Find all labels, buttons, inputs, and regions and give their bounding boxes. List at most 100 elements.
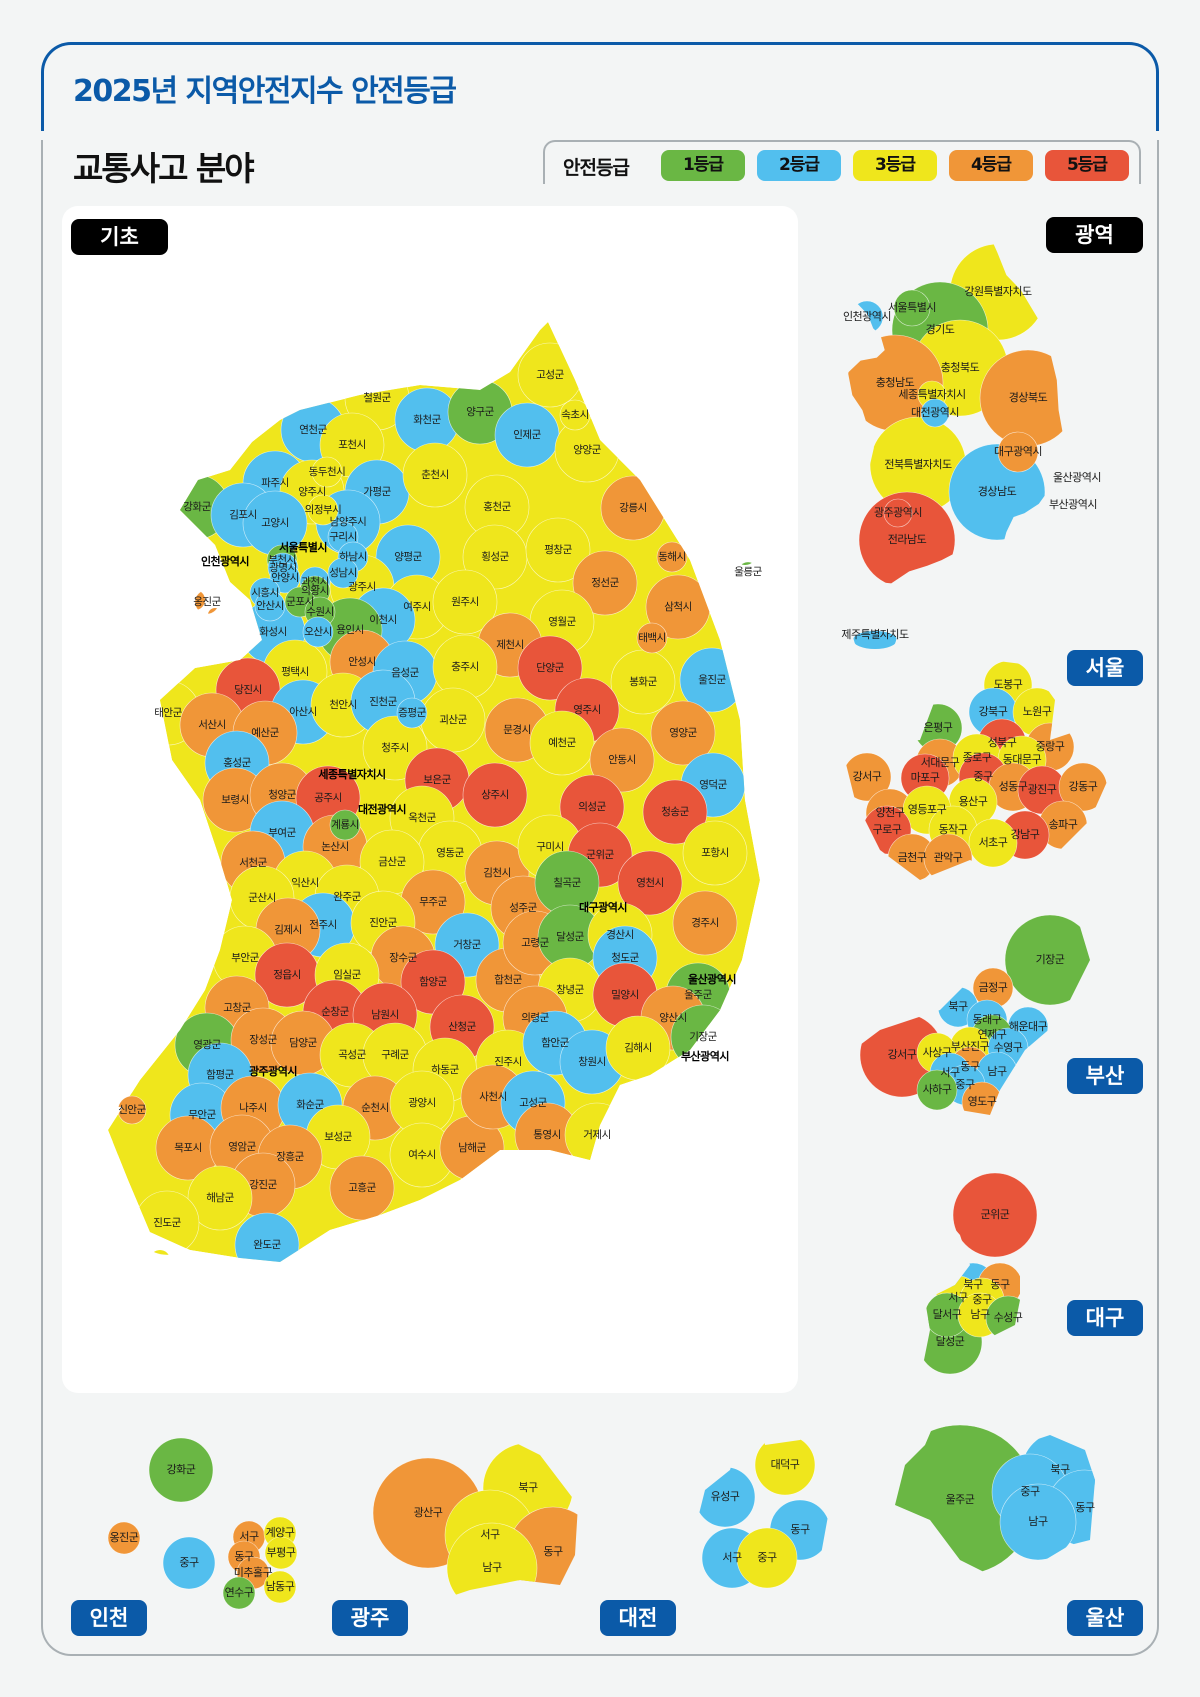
region-gicho-영천시 (617, 850, 683, 916)
region-label: 동두천시 (309, 466, 346, 478)
region-gicho-동두천시 (311, 456, 343, 488)
region-label: 달성군 (556, 931, 584, 943)
region-label: 대덕구 (771, 1458, 800, 1471)
region-label: 북구 (518, 1481, 538, 1494)
region-gicho-안산시 (254, 590, 286, 622)
region-label: 논산시 (321, 841, 348, 853)
region-label: 목포시 (174, 1142, 201, 1154)
region-label: 부평구 (267, 1546, 296, 1559)
region-label: 나주시 (239, 1102, 266, 1114)
region-label: 홍성군 (223, 756, 251, 769)
region-label: 보령시 (221, 794, 248, 806)
region-label: 광주광역시 (874, 506, 922, 519)
region-label: 진도군 (153, 1217, 181, 1229)
region-label: 신안군 (118, 1104, 146, 1116)
region-label: 당진시 (234, 684, 261, 696)
region-label: 동구 (960, 1060, 980, 1073)
region-label: 구리시 (329, 531, 356, 543)
region-busan-기장군 (1004, 914, 1090, 1006)
region-label: 창녕군 (556, 984, 584, 996)
metro-city-label: 서울특별시 (279, 540, 327, 554)
region-label: 하동군 (431, 1063, 459, 1076)
region-label: 태안군 (154, 707, 182, 719)
region-label: 보은군 (423, 774, 451, 786)
region-label: 산청군 (448, 1021, 476, 1033)
region-gicho-의정부시 (307, 494, 339, 526)
region-label: 울릉군 (734, 566, 762, 578)
region-label: 서구 (239, 1530, 259, 1543)
region-label: 가평군 (363, 486, 391, 498)
region-label: 화순군 (296, 1099, 324, 1111)
region-label: 울진군 (698, 674, 726, 686)
region-label: 영등포구 (908, 803, 947, 816)
region-gicho-평창군 (525, 517, 591, 583)
region-gwangyeok-광주광역시 (883, 498, 913, 528)
gicho-map (108, 322, 760, 1278)
region-label: 전주시 (309, 919, 336, 931)
region-gicho-정선군 (572, 550, 638, 616)
legend-title: 안전등급 (563, 157, 630, 179)
region-label: 안산시 (256, 600, 283, 612)
region-label: 성주군 (509, 902, 537, 914)
region-label: 경상남도 (978, 485, 1017, 498)
region-label: 옹진군 (110, 1531, 139, 1544)
region-label: 장수군 (389, 952, 417, 964)
region-label: 중랑구 (1036, 740, 1065, 753)
region-label: 마포구 (911, 771, 940, 784)
region-seoul-강서구 (845, 752, 892, 802)
region-label: 사천시 (479, 1091, 506, 1103)
region-label: 영도구 (968, 1095, 997, 1108)
region-label: 춘천시 (421, 469, 448, 481)
region-label: 공주시 (314, 792, 341, 804)
region-daejeon-중구 (736, 1527, 798, 1589)
region-label: 경산시 (606, 928, 633, 941)
region-label: 안양시 (271, 572, 298, 584)
tag-daejeon: 대전 (600, 1600, 676, 1636)
region-label: 문경시 (503, 723, 530, 736)
region-label: 서초구 (979, 836, 1008, 849)
region-label: 기장군 (1036, 953, 1065, 966)
region-label: 장성군 (249, 1034, 277, 1046)
section-title: 교통사고 분야 (73, 149, 255, 188)
region-label: 김포시 (229, 509, 256, 521)
region-label: 강서구 (853, 770, 882, 783)
region-label: 평창군 (544, 544, 572, 556)
region-gicho-청송군 (642, 779, 708, 845)
region-gicho-예천군 (529, 710, 595, 776)
region-label: 안동시 (608, 754, 635, 766)
region-label: 상주시 (481, 789, 508, 801)
region-gicho-춘천시 (402, 442, 468, 508)
region-label: 금정구 (979, 981, 1008, 994)
region-label: 관악구 (934, 851, 963, 864)
region-label: 연수구 (225, 1586, 254, 1599)
region-label: 중구 (757, 1551, 777, 1564)
region-label: 성동구 (999, 780, 1028, 793)
region-label: 금천구 (898, 850, 927, 864)
region-ulsan-남구 (999, 1483, 1077, 1561)
region-label: 달성군 (936, 1335, 965, 1348)
region-label: 청도군 (611, 952, 639, 964)
region-label: 포천시 (338, 439, 365, 451)
region-label: 고성군 (519, 1097, 547, 1109)
tag-daegu: 대구 (1067, 1300, 1143, 1336)
region-label: 화성시 (259, 626, 286, 638)
region-label: 해운대구 (1009, 1019, 1048, 1033)
region-label: 서구 (480, 1528, 500, 1541)
region-label: 포항시 (701, 847, 728, 859)
region-label: 강서구 (888, 1048, 917, 1061)
region-incheon-중구 (162, 1536, 216, 1590)
region-label: 도봉구 (994, 678, 1023, 691)
region-label: 구례군 (381, 1049, 409, 1061)
region-label: 괴산군 (439, 714, 467, 726)
region-label: 광진구 (1028, 783, 1057, 796)
region-label: 부여군 (268, 827, 296, 839)
region-label: 경주시 (691, 916, 718, 929)
legend-grade-5: 5등급 (1045, 150, 1129, 181)
region-label: 경기도 (926, 323, 955, 336)
region-label: 북구 (963, 1278, 983, 1291)
region-incheon-강화군 (148, 1437, 214, 1503)
region-label: 옥천군 (408, 812, 436, 824)
region-label: 영양군 (669, 727, 697, 739)
region-label: 인제군 (513, 429, 541, 441)
